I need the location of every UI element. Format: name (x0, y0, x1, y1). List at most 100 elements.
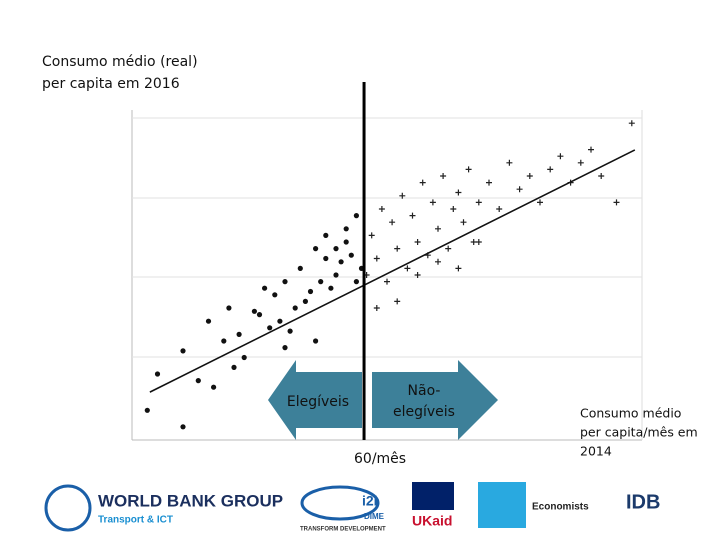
plus (394, 298, 401, 305)
plus (419, 179, 426, 186)
dot (282, 345, 288, 351)
label: elegíveis (393, 404, 455, 420)
plus (506, 159, 513, 166)
right-arrow (372, 360, 498, 440)
plus (445, 245, 452, 252)
plus (440, 173, 447, 179)
plus (526, 173, 533, 179)
arrow-label: Elegíveis (287, 394, 349, 410)
plus (373, 305, 380, 311)
plus (455, 189, 462, 196)
dot (307, 288, 314, 295)
dot (343, 239, 349, 245)
logo-text: i2i (362, 493, 378, 509)
dot (226, 305, 232, 311)
plus (613, 199, 620, 206)
logo-text: IDB (626, 491, 660, 513)
label: Consumo médio (real) (42, 54, 198, 70)
label: Não- (408, 383, 441, 399)
dot (272, 292, 278, 298)
logo-text: UKaid (412, 513, 452, 529)
dot (221, 338, 227, 344)
plus (475, 239, 482, 245)
dot (262, 285, 268, 291)
label: 2014 (580, 444, 612, 459)
plus (577, 159, 584, 166)
logos: WORLD BANK GROUP Transport & ICT i2i DIM… (44, 482, 660, 533)
plus (384, 278, 390, 285)
dot (343, 226, 349, 232)
plus (450, 206, 457, 212)
plus (429, 199, 436, 206)
dot (195, 378, 201, 384)
dot (323, 232, 329, 238)
dot (348, 252, 354, 258)
plus (409, 212, 416, 219)
plus (628, 120, 635, 127)
dot (256, 312, 263, 318)
plus (378, 206, 385, 212)
dot (180, 348, 186, 354)
dot (180, 424, 186, 430)
dot (277, 318, 283, 324)
plus (460, 219, 467, 226)
plus (516, 186, 523, 193)
plus (389, 219, 396, 226)
dot (313, 338, 319, 344)
plus (414, 272, 421, 278)
dot (328, 285, 334, 291)
plot (131, 110, 643, 441)
dot (323, 255, 329, 262)
plus (465, 166, 472, 173)
label: Consumo médio (580, 406, 681, 421)
plus (435, 225, 441, 232)
dot (241, 354, 247, 361)
dot (353, 279, 359, 285)
dot (144, 407, 150, 413)
dot (297, 265, 303, 271)
plus (475, 199, 482, 206)
dot (333, 246, 339, 252)
dot (353, 213, 359, 219)
plus (368, 232, 375, 239)
plus (486, 179, 492, 186)
fit-line (149, 149, 636, 393)
plus (496, 206, 503, 212)
plus (414, 239, 421, 245)
logo-text: Transport & ICT (98, 515, 173, 526)
plus (399, 192, 406, 199)
i2i-icon (300, 485, 380, 521)
dot (251, 308, 257, 314)
plus (394, 245, 401, 252)
cutoff-label: 60/mês (354, 451, 406, 467)
uk-flag (412, 482, 454, 510)
logo-text: DIME (364, 512, 385, 521)
dot (267, 325, 273, 331)
plus (588, 146, 594, 153)
globe-icon (44, 484, 92, 532)
dot (236, 331, 242, 337)
dot (313, 246, 319, 252)
plus (537, 199, 543, 206)
left-arrow (268, 360, 362, 440)
dot (318, 279, 324, 285)
dot (282, 279, 288, 285)
dot (302, 298, 308, 304)
dot (333, 272, 339, 278)
plus (470, 239, 477, 245)
dot (211, 384, 217, 390)
plus (373, 255, 380, 262)
dot (154, 371, 161, 377)
dot (338, 259, 344, 265)
plus (547, 166, 554, 173)
plus (455, 265, 462, 272)
plus (404, 265, 411, 272)
label: per capita em 2016 (42, 76, 180, 92)
dot (205, 318, 212, 324)
logo-text: WORLD BANK GROUP (98, 491, 283, 510)
chart-icon (478, 482, 526, 528)
dot (231, 364, 237, 370)
plus (435, 258, 441, 265)
logo-text: Economists (532, 502, 589, 513)
